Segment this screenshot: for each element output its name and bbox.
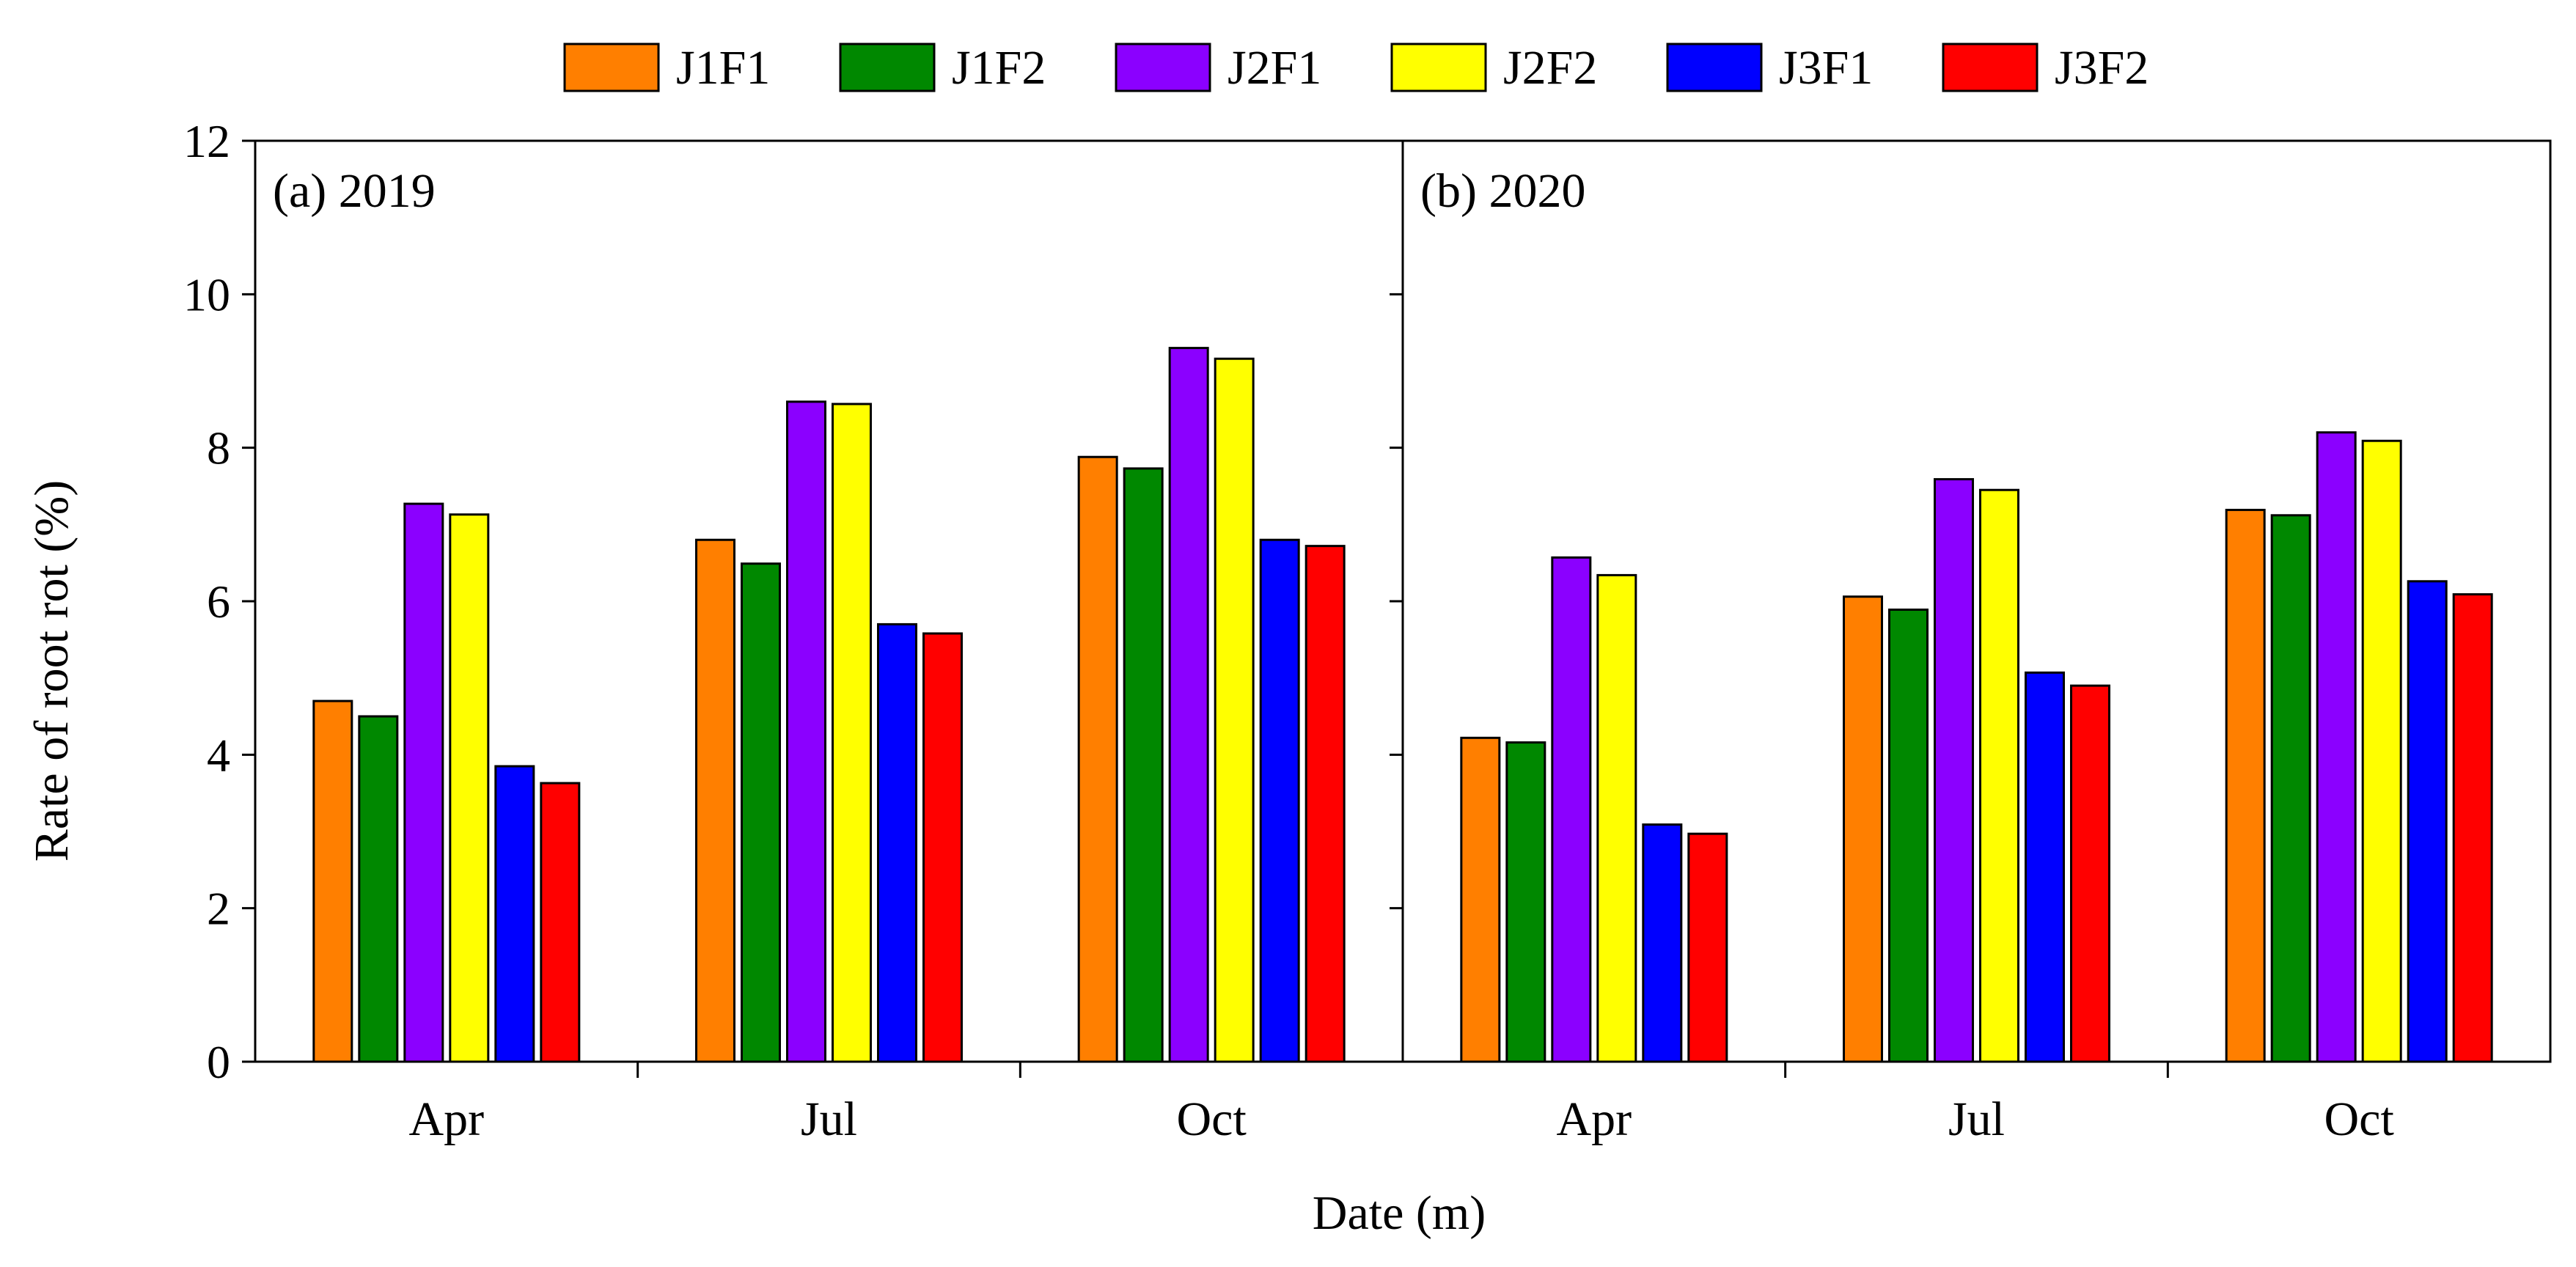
y-tick-label: 8 [207,422,230,474]
y-tick-label: 6 [207,576,230,628]
bar [2025,671,2065,1063]
legend: J1F1 J1F2 J2F1 J2F2 J3F1 J3F2 [563,41,2148,95]
bar [877,623,917,1063]
bar [2070,684,2110,1063]
bar [832,403,872,1063]
y-tick-label: 0 [207,1036,230,1088]
legend-swatch [1942,43,2039,92]
bar [1934,478,1974,1063]
x-tick-label: Oct [1177,1092,1247,1146]
x-tick-label: Apr [1557,1092,1632,1146]
legend-swatch [1666,43,1763,92]
bar [2407,580,2448,1063]
bar [494,765,535,1063]
legend-label: J2F2 [1503,41,1597,95]
x-tick-label: Apr [409,1092,485,1146]
bar [2452,593,2493,1063]
bar [1596,573,1637,1063]
bar [1168,347,1209,1063]
bar [786,400,826,1063]
bar [1505,741,1546,1063]
y-tick-label: 12 [183,115,230,167]
bar [1888,609,1929,1063]
bar [741,562,781,1063]
bar [2316,431,2357,1063]
legend-swatch [563,43,660,92]
bar [1687,832,1728,1063]
legend-swatch [1115,43,1211,92]
legend-label: J3F2 [2055,41,2148,95]
x-tick-label: Jul [1948,1092,2005,1146]
x-axis-label: Date (m) [1313,1186,1486,1240]
legend-swatch [839,43,936,92]
bar [1214,357,1255,1063]
bar [1843,595,1883,1063]
bar [1259,538,1300,1063]
bar [449,513,490,1063]
bar [695,538,735,1063]
panel-label: (b) 2020 [1420,164,1585,218]
plot-area: 0 2 4 6 8 10 12 (a) 2019 Apr Jul Oct (b) 2020 Apr Jul… [183,115,2552,1146]
bar [2225,508,2266,1063]
x-tick-label: Oct [2324,1092,2394,1146]
legend-swatch [1390,43,1487,92]
bar [1979,488,2019,1063]
legend-label: J3F1 [1779,41,1873,95]
y-axis-label: Rate of root rot (%) [25,480,78,862]
bar [2270,514,2311,1063]
bar [1123,467,1164,1063]
bar [358,715,399,1063]
bar [1077,455,1118,1063]
bar [922,632,963,1063]
bar [1304,545,1346,1063]
bar [1460,736,1501,1063]
bar [1642,823,1683,1063]
bar [403,502,444,1063]
panel-label: (a) 2019 [273,164,436,218]
legend-label: J1F2 [952,41,1046,95]
y-tick-label: 2 [207,883,230,935]
bar [2361,439,2402,1063]
legend-label: J2F1 [1228,41,1321,95]
y-tick-label: 10 [183,268,230,320]
bar [540,782,581,1063]
legend-label: J1F1 [676,41,770,95]
bar [1551,556,1592,1063]
y-tick-label: 4 [207,729,230,781]
bar [312,699,353,1063]
x-tick-label: Jul [801,1092,857,1146]
